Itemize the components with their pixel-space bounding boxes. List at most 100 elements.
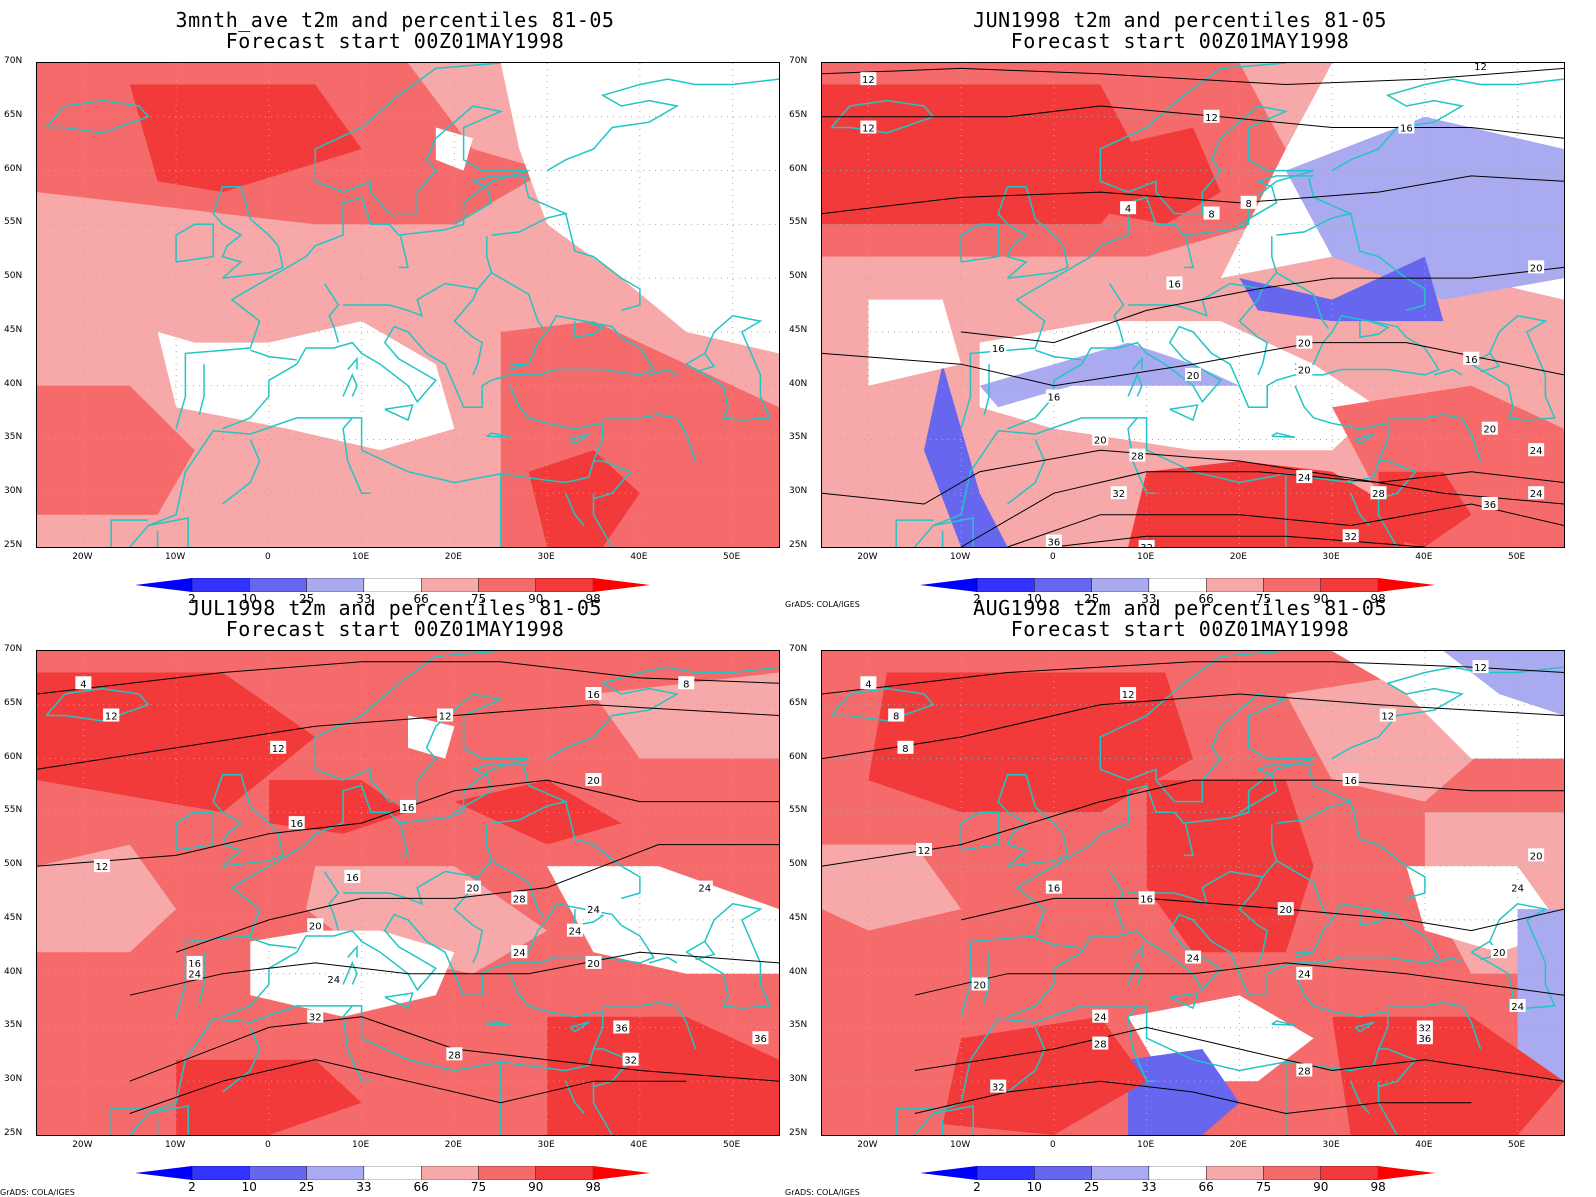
- svg-text:24: 24: [1530, 446, 1543, 457]
- contour-label: 24: [325, 972, 342, 986]
- shade-region: [593, 672, 779, 759]
- lat-tick-label: 35N: [789, 432, 808, 443]
- svg-text:24: 24: [1094, 1013, 1107, 1024]
- colorbar-label: 90: [1313, 592, 1329, 606]
- contour-label: 36: [1416, 1031, 1433, 1045]
- contour-label: 20: [307, 918, 324, 932]
- svg-text:16: 16: [1048, 884, 1061, 895]
- contour-label: 20: [1296, 362, 1313, 377]
- panel-title: AUG1998 t2m and percentiles 81-05: [973, 596, 1387, 620]
- contour-label: 20: [1481, 421, 1498, 436]
- colorbar-label: 25: [298, 1180, 315, 1194]
- lat-tick-label: 35N: [789, 1020, 808, 1031]
- contour-label: 36: [752, 1031, 769, 1045]
- contour-label: 20: [1296, 335, 1313, 350]
- panel-title: 3mnth_ave t2m and percentiles 81-05: [175, 8, 615, 32]
- shade-region: [868, 299, 962, 386]
- contour-label: 16: [400, 799, 416, 814]
- contour-line: [37, 704, 779, 770]
- contour-label: 12: [270, 740, 287, 755]
- colorbar-label: 66: [1198, 1180, 1214, 1194]
- contour-label: 28: [1129, 448, 1146, 463]
- svg-text:4: 4: [80, 679, 86, 690]
- colorbar-label: 98: [1370, 592, 1386, 606]
- svg-text:28: 28: [1131, 452, 1144, 463]
- svg-text:8: 8: [1245, 199, 1251, 210]
- lon-tick-label: 0: [265, 552, 271, 562]
- contour-label: 12: [1120, 687, 1137, 701]
- svg-text:28: 28: [448, 1050, 461, 1061]
- coastlines: [45, 63, 779, 547]
- contour-label: 32: [1416, 1020, 1433, 1034]
- lat-tick-label: 45N: [4, 912, 23, 923]
- contour-line: [961, 266, 1564, 344]
- colorbar: [135, 578, 650, 592]
- contour-label: 20: [1185, 367, 1201, 382]
- grid-lines: [37, 63, 779, 547]
- svg-text:20: 20: [1493, 948, 1506, 959]
- colorbar-label: 2: [188, 592, 196, 606]
- lat-tick-label: 45N: [789, 324, 808, 335]
- contour-label: 24: [186, 966, 203, 981]
- svg-text:16: 16: [290, 819, 303, 830]
- svg-text:16: 16: [402, 803, 415, 814]
- contour-label: 24: [511, 945, 528, 959]
- contour-label: 20: [1528, 260, 1545, 274]
- shade-region: [1517, 909, 1564, 1082]
- svg-text:24: 24: [587, 905, 600, 916]
- colorbar-label: 66: [1198, 592, 1214, 606]
- lon-tick-label: 10W: [949, 552, 971, 562]
- colorbar-label: 90: [1313, 1180, 1329, 1194]
- svg-text:12: 12: [272, 744, 285, 755]
- contour-line: [914, 1080, 1472, 1115]
- grads-credit: GrADS: COLA/IGES: [785, 600, 860, 609]
- shade-region: [1285, 116, 1564, 300]
- contour-label: 8: [1203, 206, 1220, 221]
- contour-label: 12: [437, 708, 454, 723]
- lon-tick-label: 50E: [1508, 552, 1526, 562]
- svg-text:12: 12: [1474, 663, 1487, 674]
- contour-label: 24: [566, 923, 583, 938]
- lat-tick-label: 70N: [4, 56, 23, 66]
- lat-tick-label: 65N: [4, 697, 23, 708]
- lon-tick-label: 50E: [723, 552, 741, 562]
- lon-tick-label: 30E: [1322, 1140, 1340, 1150]
- svg-text:24: 24: [327, 975, 340, 986]
- lon-tick-label: 40E: [1415, 552, 1433, 562]
- contour-label: 28: [511, 891, 528, 905]
- contour-label: 20: [1528, 848, 1545, 862]
- svg-text:32: 32: [992, 1083, 1005, 1094]
- contour-label: 20: [1277, 902, 1294, 916]
- lon-tick-label: 20W: [72, 552, 93, 562]
- svg-text:12: 12: [96, 862, 109, 873]
- lat-tick-label: 55N: [789, 217, 808, 228]
- svg-text:24: 24: [698, 884, 711, 895]
- svg-text:20: 20: [1298, 339, 1311, 350]
- colorbar-label: 75: [470, 1180, 487, 1194]
- svg-text:20: 20: [1187, 371, 1200, 382]
- lat-tick-label: 70N: [4, 644, 23, 654]
- colorbar-label: 98: [585, 592, 601, 606]
- lat-tick-label: 45N: [4, 324, 23, 335]
- contour-label: 32: [1110, 486, 1127, 500]
- svg-text:24: 24: [1530, 489, 1543, 500]
- contour-line: [914, 962, 1564, 996]
- svg-text:20: 20: [1298, 366, 1311, 377]
- colorbar-label: 75: [470, 592, 487, 606]
- lon-tick-label: 10E: [1137, 1140, 1155, 1150]
- contour-label: 16: [1138, 891, 1155, 905]
- contour-label: 16: [186, 955, 203, 970]
- contour-label: 4: [860, 676, 877, 690]
- lat-tick-label: 70N: [789, 644, 808, 654]
- lon-tick-label: 50E: [723, 1140, 741, 1150]
- svg-text:28: 28: [1298, 1066, 1311, 1077]
- lat-tick-label: 30N: [789, 486, 808, 497]
- lat-tick-label: 55N: [4, 805, 23, 816]
- svg-text:24: 24: [1187, 954, 1200, 965]
- panel-subtitle: Forecast start 00Z01MAY1998: [1010, 617, 1350, 641]
- contour-label: 24: [585, 902, 602, 916]
- lon-tick-label: 0: [265, 1140, 271, 1150]
- contour-label: 36: [1481, 496, 1498, 511]
- contour-label: 32: [1342, 529, 1359, 543]
- colorbar-label: 33: [356, 1180, 372, 1194]
